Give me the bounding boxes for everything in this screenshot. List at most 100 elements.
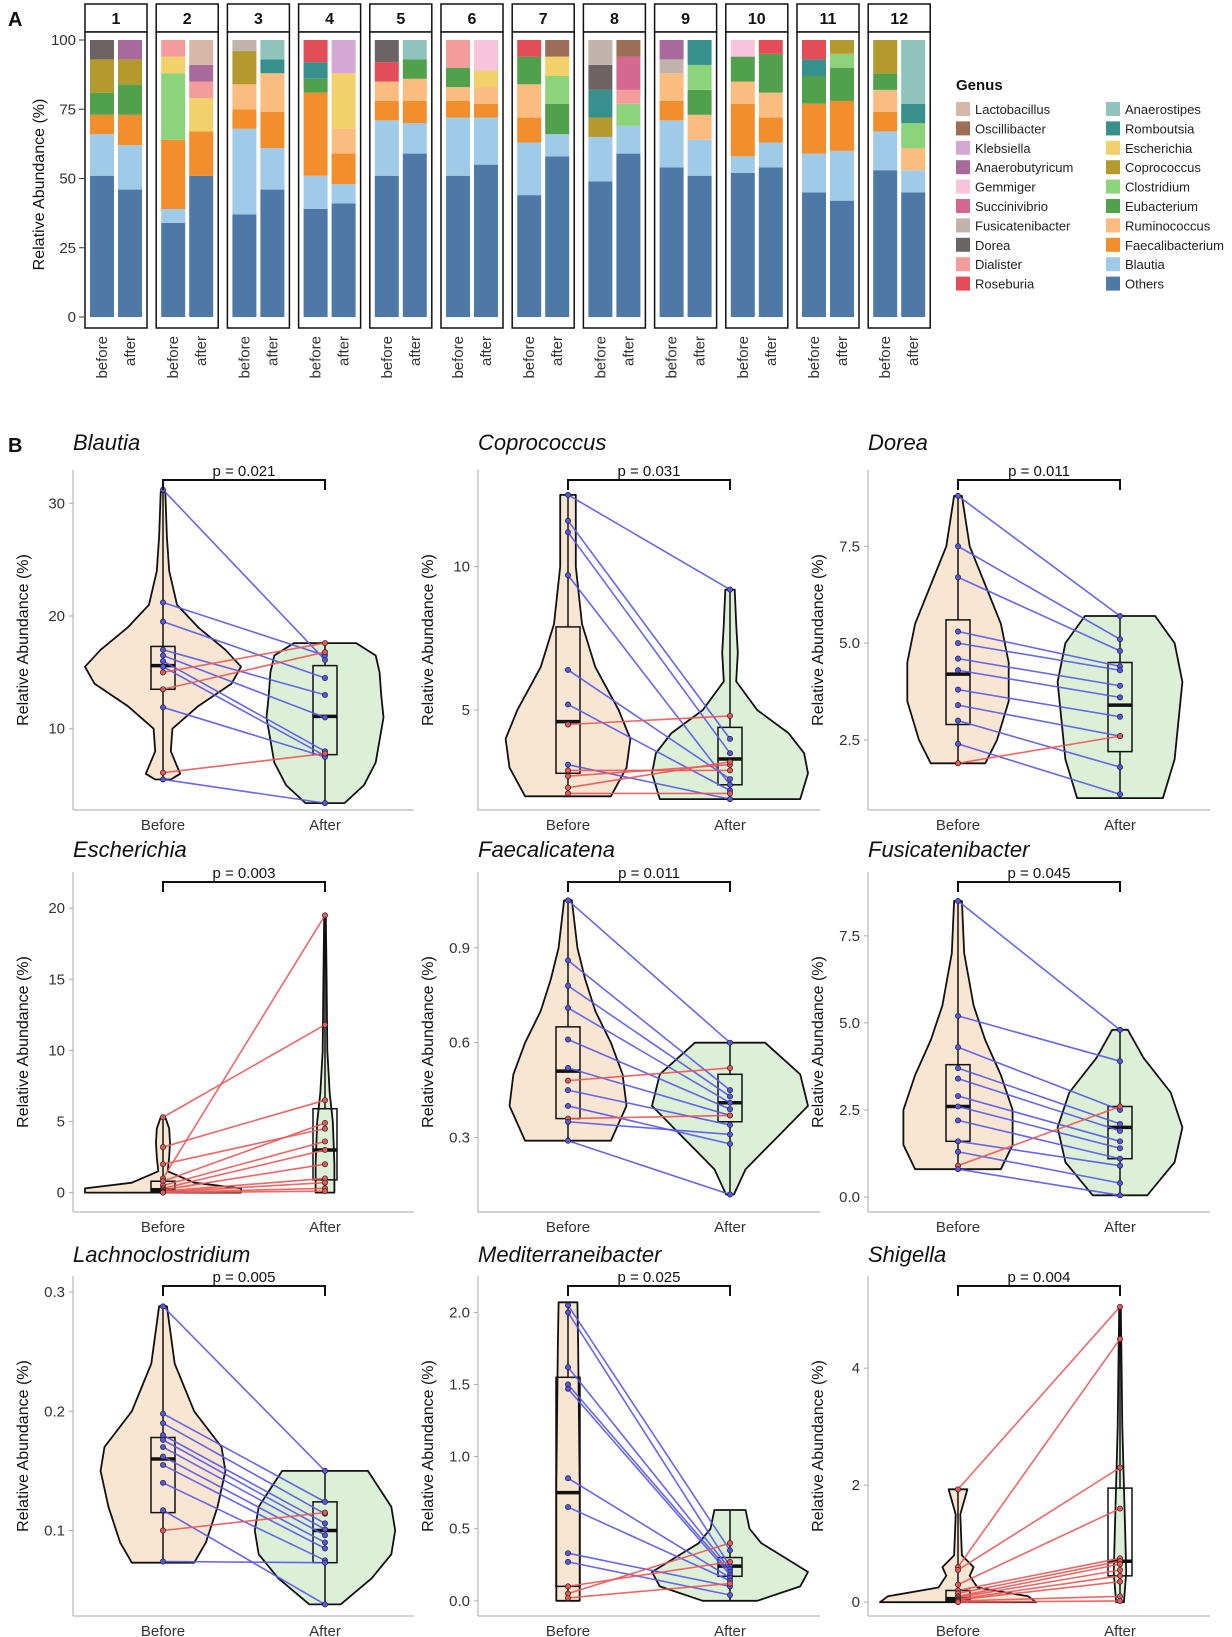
point-after (727, 1592, 733, 1598)
paired-line (567, 1114, 731, 1120)
bar-segment-blautia (374, 120, 399, 176)
point-after (322, 1539, 328, 1546)
point-before (955, 1093, 961, 1099)
point-after (727, 1191, 733, 1198)
y-tick-label: 4 (852, 1360, 860, 1377)
point-before (955, 574, 961, 581)
point-before (160, 1436, 166, 1443)
bar-segment-romboutsia (687, 40, 712, 65)
point-after (727, 1131, 733, 1138)
bar-label: before (735, 336, 752, 379)
point-before (565, 1550, 571, 1557)
point-after (1117, 647, 1123, 654)
facet-strip (226, 3, 291, 33)
point-after (1117, 1162, 1123, 1169)
bar-segment-others (758, 167, 783, 317)
point-after (1117, 1026, 1123, 1033)
bar-label: before (592, 336, 609, 379)
bar-segment-blautia (260, 148, 285, 190)
violin-chart-shigella: Shigella Relative Abundance (%) 0 2 4 Before A… (810, 1242, 1210, 1637)
bar-label: before (521, 336, 538, 379)
paired-line (957, 630, 1121, 668)
point-before (565, 1087, 571, 1094)
bar-segment-others (616, 153, 641, 317)
bar-label: after (834, 336, 851, 366)
bar-segment-blautia (474, 117, 498, 165)
point-before (565, 1004, 571, 1011)
paired-line (957, 1563, 1121, 1598)
legend-swatch (956, 276, 970, 291)
point-after (1117, 1120, 1123, 1127)
point-after (322, 800, 328, 807)
paired-line (162, 1560, 326, 1564)
y-tick-label: 30 (48, 495, 65, 512)
paired-line (957, 1557, 1121, 1592)
y-tick-label: 75 (59, 101, 76, 118)
legend-swatch (1106, 237, 1120, 252)
y-tick-label: 5.0 (839, 1015, 860, 1032)
bar-segment-faecalibacterium (474, 103, 498, 118)
paired-line (567, 715, 731, 726)
y-tick-label: 2.5 (839, 732, 860, 749)
point-before (565, 761, 571, 768)
bar-label: before (450, 336, 467, 379)
point-before (955, 1012, 961, 1019)
bar-segment-faecalibacterium (331, 153, 356, 185)
bar-segment-clostridium (901, 123, 926, 149)
bar-segment-eubacterium (90, 92, 114, 115)
bar-segment-others (331, 203, 356, 317)
point-after (1117, 1058, 1123, 1065)
bar-label: after (122, 336, 139, 366)
panel-b-label: B (8, 435, 22, 457)
point-after (1117, 713, 1123, 720)
point-after (1117, 1155, 1123, 1162)
bar-segment-faecalibacterium (659, 100, 684, 121)
legend-swatch (1106, 160, 1120, 175)
chart-title: Dorea (868, 430, 928, 455)
violin-chart-coprococcus: Coprococcus Relative Abundance (%) 5 10 Befo… (420, 430, 820, 834)
bar-segment-roseburia (374, 62, 399, 82)
paired-line (957, 1119, 1121, 1160)
significance-bracket (957, 479, 1121, 490)
point-after (322, 1545, 328, 1552)
point-after (1117, 667, 1123, 674)
legend-entry: Dialister (975, 257, 1023, 272)
facet-strip (796, 3, 860, 33)
facet-label: 12 (890, 11, 908, 28)
point-before (160, 618, 166, 625)
facet-label: 3 (254, 11, 263, 28)
y-tick-label: 0.0 (449, 1593, 470, 1610)
paired-line (567, 703, 731, 792)
bar-segment-oscillibacter (616, 40, 641, 57)
bar-segment-dorea (90, 40, 114, 60)
facet-strip (653, 3, 718, 33)
chart-title: Faecalicatena (478, 837, 615, 862)
paired-line (957, 1600, 1121, 1603)
point-before (160, 1420, 166, 1427)
point-before (565, 1583, 571, 1590)
bar-segment-escherichia (474, 70, 498, 88)
bar-segment-roseburia (758, 40, 783, 54)
point-before (955, 1103, 961, 1110)
bar-segment-ruminococcus (260, 73, 285, 113)
bar-segment-clostridium (545, 76, 570, 104)
point-before (565, 1065, 571, 1071)
paired-line (567, 1366, 731, 1570)
violin-chart-lachnoclostridium: Lachnoclostridium Relative Abundance (%) 0… (15, 1242, 414, 1637)
bar-segment-faecalibacterium (402, 100, 427, 124)
point-after (1117, 1598, 1123, 1604)
y-tick-label: 25 (59, 240, 76, 257)
point-after (322, 640, 328, 647)
bar-segment-anaerobutyricum (659, 40, 684, 60)
paired-line (567, 1542, 731, 1595)
bar-segment-blautia (901, 170, 926, 193)
paired-line (567, 1007, 731, 1104)
bar-segment-coprococcus (830, 40, 854, 54)
paired-line (162, 1190, 326, 1194)
x-tick-label: After (309, 1623, 341, 1637)
bar-segment-blautia (873, 131, 898, 171)
paired-line (162, 642, 326, 674)
point-before (160, 652, 166, 659)
point-before (565, 1558, 571, 1565)
paired-line (162, 1509, 326, 1606)
